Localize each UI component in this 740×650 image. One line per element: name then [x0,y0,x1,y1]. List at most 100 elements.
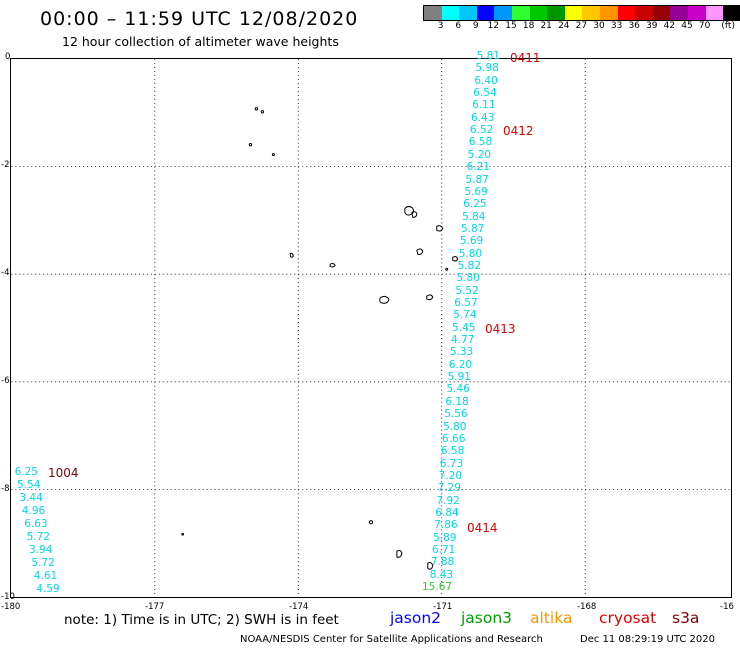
swh-value: 6.71 [431,544,456,556]
legend-swatch [494,6,512,20]
legend-swatch [476,6,495,20]
legend-tick-label: 70 [698,21,711,31]
swh-value: 3.44 [19,492,43,504]
swh-value: 4.61 [33,570,58,582]
swh-value: 6.40 [474,74,498,87]
sat-jason2: jason2 [390,609,442,627]
legend-tick-label: 30 [593,21,605,31]
track-label-0413: 0413 [485,322,516,336]
swh-value: 5.89 [433,531,457,544]
color-legend [423,5,740,21]
swh-value: 5.46 [446,383,470,396]
x-axis-label: -174 [289,602,309,612]
track-label-1004: 1004 [48,466,79,480]
swh-value: 5.54 [17,479,41,491]
swh-value: 5.56 [444,408,468,421]
legend-swatch [441,6,460,20]
swh-value: 6.66 [442,432,466,445]
swh-value: 6.52 [469,124,494,137]
legend-swatch [529,6,548,20]
footer-note: note: 1) Time is in UTC; 2) SWH is in fe… [64,612,339,628]
legend-swatch [511,6,530,20]
legend-swatch [547,6,565,20]
legend-swatch [670,6,688,20]
swh-value: 6.73 [439,457,464,470]
legend-tick-label: 42 [663,21,676,31]
legend-swatch [424,6,442,20]
sat-altika: altika [530,609,573,627]
swh-value: 5.80 [456,272,480,285]
swh-value: 5.80 [458,247,483,260]
swh-value: 5.72 [26,531,50,543]
swh-value: 5.45 [452,321,476,334]
swh-value: 5.98 [475,62,499,75]
legend-swatch [582,6,600,20]
legend-tick-label: 45 [681,21,693,31]
x-axis-label: -177 [145,602,165,612]
y-axis-label: -8 [1,484,10,494]
legend-tick-label: 36 [628,21,640,31]
swh-value: 4.96 [21,505,46,517]
swh-value: 5.82 [457,259,482,272]
swh-value: 6.20 [448,358,473,371]
swh-value: 6.21 [466,161,490,174]
swh-value: 5.69 [459,235,484,248]
x-axis-label: -180 [1,602,21,612]
legend-tick-label: 6 [455,21,462,31]
swh-value: 5.52 [455,284,479,297]
swh-value: 5.81 [476,50,500,62]
legend-tick-label: (ft) [721,21,735,31]
swh-value: 6.58 [468,136,493,149]
swh-value: 6.63 [24,518,48,530]
legend-swatch [705,6,724,20]
legend-swatch [599,6,618,20]
swh-value: 8.43 [429,568,454,581]
swh-value: 6.18 [445,395,469,408]
swh-value: 5.72 [31,557,55,569]
legend-tick-label: 3 [437,21,444,31]
x-axis-label: -16 [720,602,734,612]
swh-value: 6.25 [463,198,487,211]
swh-value: 6.58 [440,445,465,458]
y-axis-label: 0 [5,52,11,62]
swh-value: 3.94 [29,544,53,556]
swh-value: 15.67 [422,581,453,594]
legend-swatch [652,6,671,20]
x-axis-label: -171 [433,602,453,612]
sat-jason3: jason3 [461,609,513,627]
sat-s3a: s3a [672,609,700,627]
swh-value: 4.77 [450,334,475,347]
legend-swatch [687,6,706,20]
swh-value: 6.57 [454,297,478,309]
legend-tick-label: 33 [610,21,623,31]
swh-value: 7.88 [430,556,455,569]
y-axis-label: -4 [1,268,10,278]
y-axis-label: -10 [1,592,15,602]
y-axis-label: -2 [1,160,10,170]
swh-value: 5.84 [462,210,486,223]
swh-value: 5.80 [443,420,467,433]
x-axis-label: -168 [577,602,597,612]
swh-value: 5.20 [467,148,492,161]
legend-swatch [564,6,583,20]
track-label-0414: 0414 [467,521,498,535]
sat-cryosat: cryosat [599,609,657,627]
swh-value: 7.29 [437,482,461,495]
swh-value: 6.25 [14,466,38,478]
legend-tick-label: 39 [646,21,658,31]
swh-value: 4.59 [36,583,60,595]
swh-value: 5.74 [453,309,477,322]
islands [181,107,459,570]
swh-value: 6.11 [472,99,496,112]
swh-value: 7.92 [436,494,460,507]
page-title: 00:00 – 11:59 UTC 12/08/2020 [40,8,359,30]
legend-tick-label: 27 [575,21,588,31]
legend-tick-label: 9 [472,21,479,31]
grid-lines [11,59,731,597]
track-label-0412: 0412 [503,124,534,138]
legend-swatch [723,6,740,20]
legend-tick-label: 15 [505,21,517,31]
legend-tick-label: 18 [522,21,535,31]
swh-value: 5.33 [449,346,474,359]
page-subtitle: 12 hour collection of altimeter wave hei… [62,34,339,49]
